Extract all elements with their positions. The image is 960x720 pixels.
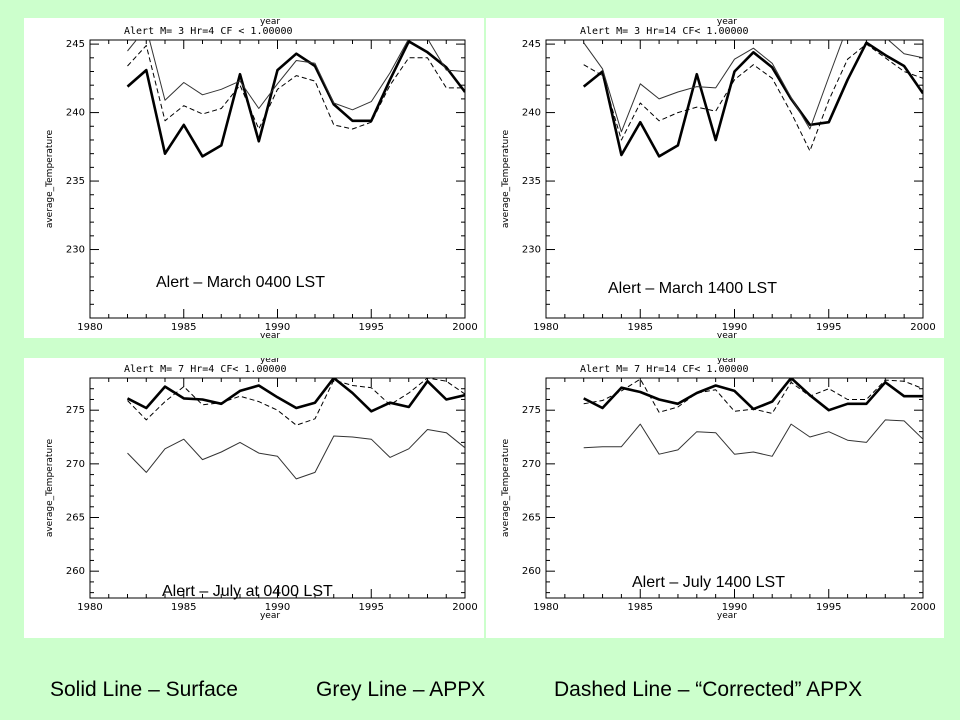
chart-caption: Alert – March 1400 LST [608,280,777,297]
x-axis-title: year [717,331,737,338]
y-tick-label: 235 [522,176,541,187]
series-corrected-line [127,378,465,426]
chart-caption: Alert – March 0400 LST [156,274,325,291]
x-tick-label: 1985 [171,322,196,333]
y-tick-label: 275 [66,405,85,416]
y-tick-label: 265 [66,513,85,524]
y-axis-title: average_Temperature [45,438,55,537]
y-tick-label: 230 [522,245,541,256]
series-appx-line [583,419,923,457]
legend-dashed: Dashed Line – “Corrected” APPX [554,678,863,701]
x-axis-title-top: year [717,18,737,27]
series-corrected-line [583,378,923,414]
x-tick-label: 1995 [359,602,384,613]
y-axis-title: average_Temperature [45,129,55,228]
legend-grey: Grey Line – APPX [316,678,486,701]
x-tick-label: 2000 [910,602,935,613]
x-tick-label: 1995 [816,602,841,613]
x-axis-title: year [717,611,737,621]
y-axis-title: average_Temperature [501,438,511,537]
x-tick-label: 2000 [452,322,477,333]
y-tick-label: 245 [522,39,541,50]
series-surface-line [582,41,923,158]
series-group [126,40,465,158]
x-tick-label: 1990 [265,602,290,613]
chart-panel-july-0400: Alert M= 7 Hr=4 CF< 1.00000 year 1980 1985 1… [24,358,484,638]
chart-header: Alert M= 3 Hr=4 CF < 1.00000 [124,26,293,37]
plot-frame [545,377,924,599]
plot-frame [89,377,466,599]
series-group [582,40,923,158]
y-tick-label: 270 [522,459,541,470]
x-tick-label: 1980 [533,602,558,613]
chart-panel-march-0400: Alert M= 3 Hr=4 CF < 1.00000 year 1980 1985… [24,18,484,338]
series-surface-line [126,40,465,158]
x-axis-title-top: year [260,358,280,365]
x-axis-title-top: year [717,358,737,365]
x-tick-label: 1995 [359,322,384,333]
series-corrected-line [583,43,923,152]
chart-caption: Alert – July 1400 LST [632,574,785,591]
series-group [583,378,923,457]
y-tick-label: 265 [522,513,541,524]
y-tick-label: 230 [66,245,85,256]
y-tick-label: 245 [66,39,85,50]
series-appx-line [127,40,465,111]
x-tick-label: 1985 [628,602,653,613]
series-appx-line [583,40,923,133]
chart-header: Alert M= 3 Hr=14 CF< 1.00000 [580,26,749,37]
x-tick-label: 1980 [77,602,102,613]
series-corrected-line [127,45,465,130]
chart-header: Alert M= 7 Hr=4 CF< 1.00000 [124,364,287,375]
x-tick-label: 1985 [628,322,653,333]
x-tick-label: 1990 [722,322,747,333]
legend-solid: Solid Line – Surface [50,678,238,701]
x-tick-label: 2000 [910,322,935,333]
x-tick-label: 1980 [77,322,102,333]
chart-panel-march-1400: Alert M= 3 Hr=14 CF< 1.00000 year 1980 1985… [486,18,944,338]
y-tick-label: 260 [522,566,541,577]
y-tick-label: 270 [66,459,85,470]
series-appx-line [127,429,465,480]
y-tick-label: 260 [66,566,85,577]
series-surface-line [126,378,465,413]
y-tick-label: 235 [66,176,85,187]
chart-header: Alert M= 7 Hr=14 CF< 1.00000 [580,364,749,375]
x-tick-label: 1990 [265,322,290,333]
chart-panel-july-1400: Alert M= 7 Hr=14 CF< 1.00000 year 1980 1985… [486,358,944,638]
chart-caption: Alert – July at 0400 LST [162,583,333,600]
y-tick-label: 240 [66,108,85,119]
x-axis-title: year [260,331,280,338]
x-tick-label: 1985 [171,602,196,613]
y-tick-label: 275 [522,405,541,416]
x-tick-label: 1990 [722,602,747,613]
plot-frame [545,39,924,319]
series-surface-line [583,378,923,412]
x-tick-label: 1980 [533,322,558,333]
series-group [126,378,465,480]
x-tick-label: 1995 [816,322,841,333]
y-tick-label: 240 [522,108,541,119]
x-axis-title-top: year [260,18,280,27]
x-tick-label: 2000 [452,602,477,613]
y-axis-title: average_Temperature [501,129,511,228]
x-axis-title: year [260,611,280,621]
